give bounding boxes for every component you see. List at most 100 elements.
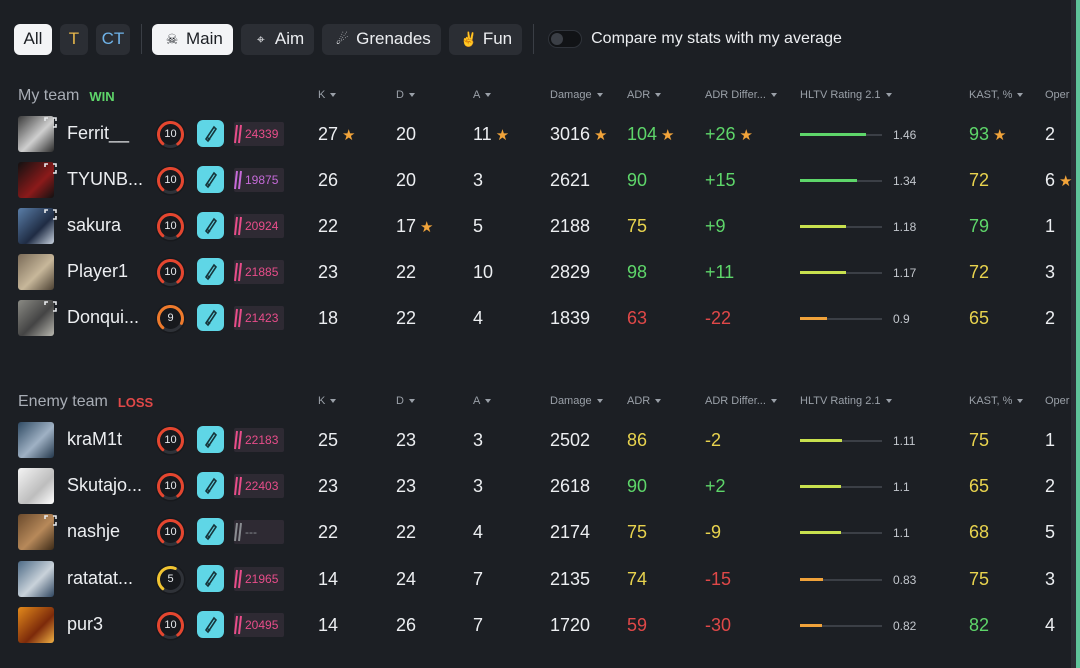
player-row[interactable]: nashje 10 --- 22 22 4 2174 75 -9 68 5 1.1 xyxy=(0,510,1070,556)
player-row[interactable]: Donqui... 9 21423 18 22 4 1839 63 -22 65 2 0.9 xyxy=(0,296,1070,342)
kast-value: 72 xyxy=(969,262,990,282)
opening-kills-value: 2 xyxy=(1045,476,1056,496)
tab-aim-label: Aim xyxy=(274,29,305,48)
adr-diff-value: +15 xyxy=(705,170,736,190)
hltv-rating-value: 1.46 xyxy=(893,128,917,142)
deaths-value: 22 xyxy=(396,522,417,542)
opening-kills-value: 1 xyxy=(1045,430,1056,450)
scrollbar-track[interactable] xyxy=(1071,0,1080,668)
player-row[interactable]: pur3 10 20495 14 26 7 1720 59 -30 82 4 0.82 xyxy=(0,603,1070,649)
elo-badge: 20495 xyxy=(234,613,284,637)
side-filter-t[interactable]: T xyxy=(60,23,88,55)
sort-caret-icon[interactable] xyxy=(655,93,662,97)
tab-grenades[interactable]: ☄ Grenades xyxy=(322,23,441,55)
sort-caret-icon[interactable] xyxy=(1017,399,1024,403)
kast-value: 72 xyxy=(969,170,990,190)
col-adr-header[interactable]: ADR xyxy=(627,89,662,101)
elo-value: 20924 xyxy=(245,219,279,233)
tab-aim[interactable]: ⌖ Aim xyxy=(240,23,315,55)
player-avatar[interactable] xyxy=(18,422,54,458)
kast-value-cell: 93 ★ xyxy=(969,124,1006,145)
player-row[interactable]: kraM1t 10 22183 25 23 3 2502 86 -2 75 1 1.11 xyxy=(0,418,1070,464)
damage-value-cell: 2188 xyxy=(550,216,590,237)
player-name[interactable]: nashje xyxy=(67,521,121,541)
col-adr-diff-header[interactable]: ADR Differ... xyxy=(705,395,777,407)
sort-caret-icon[interactable] xyxy=(885,93,892,97)
player-avatar[interactable] xyxy=(18,561,54,597)
player-row[interactable]: ratatat... 5 21965 14 24 7 2135 74 -15 75 3 0.83 xyxy=(0,557,1070,603)
best-star-icon: ★ xyxy=(1059,173,1073,190)
player-avatar[interactable] xyxy=(18,254,54,290)
sort-caret-icon[interactable] xyxy=(1017,93,1024,97)
tab-main[interactable]: ☠ Main xyxy=(152,23,233,55)
scrollbar-thumb[interactable] xyxy=(1076,0,1080,668)
player-name[interactable]: Player1 xyxy=(67,261,129,281)
sort-caret-icon[interactable] xyxy=(485,93,492,97)
damage-value: 2188 xyxy=(550,216,591,236)
player-name[interactable]: TYUNB... xyxy=(67,169,144,189)
side-filter-ct[interactable]: CT xyxy=(96,23,130,55)
compare-toggle-row[interactable]: Compare my stats with my average xyxy=(548,30,842,48)
col-k-header[interactable]: K xyxy=(318,395,337,407)
col-a-header[interactable]: A xyxy=(473,395,492,407)
player-name[interactable]: Ferrit__ xyxy=(67,123,130,143)
col-hltv-header[interactable]: HLTV Rating 2.1 xyxy=(800,395,892,407)
player-row[interactable]: TYUNB... 10 19875 26 20 3 2621 90 +15 72 6 ★ 1.34 xyxy=(0,158,1073,204)
compare-toggle[interactable] xyxy=(548,30,583,48)
col-kast-header[interactable]: KAST, % xyxy=(969,395,1024,407)
player-name[interactable]: kraM1t xyxy=(67,429,123,449)
player-row[interactable]: Player1 10 21885 23 22 10 2829 98 +11 72 3 1.17 xyxy=(0,250,1070,296)
col-hltv-header[interactable]: HLTV Rating 2.1 xyxy=(800,89,892,101)
sort-caret-icon[interactable] xyxy=(596,93,603,97)
col-opening-header[interactable]: Oper xyxy=(1045,89,1069,101)
hltv-bar-fill xyxy=(800,317,828,320)
sort-caret-icon[interactable] xyxy=(770,399,777,403)
side-filter-all[interactable]: All xyxy=(14,23,52,55)
player-avatar[interactable] xyxy=(18,514,54,550)
col-damage-header[interactable]: Damage xyxy=(550,89,603,101)
player-name[interactable]: Donqui... xyxy=(67,307,140,327)
player-name[interactable]: pur3 xyxy=(67,614,104,634)
sort-caret-icon[interactable] xyxy=(408,93,415,97)
sort-caret-icon[interactable] xyxy=(596,399,603,403)
player-avatar[interactable] xyxy=(18,162,54,198)
sort-caret-icon[interactable] xyxy=(770,93,777,97)
player-row[interactable]: Ferrit__ 10 24339 27 ★ 20 11 ★ 3016 ★ 104 ★ +26 ★ 93 ★ 2… xyxy=(0,112,1070,158)
sort-caret-icon[interactable] xyxy=(485,399,492,403)
elo-badge: 22403 xyxy=(234,474,284,498)
fun-icon: ✌ xyxy=(460,30,478,47)
hltv-rating-value: 0.83 xyxy=(893,573,917,587)
assists-value-cell: 3 xyxy=(473,476,483,497)
player-avatar[interactable] xyxy=(18,468,54,504)
player-avatar[interactable] xyxy=(18,116,54,152)
player-row[interactable]: Skutajo... 10 22403 23 23 3 2618 90 +2 65 2 1.1 xyxy=(0,464,1070,510)
sort-caret-icon[interactable] xyxy=(408,399,415,403)
player-name[interactable]: Skutajo... xyxy=(67,475,143,495)
sort-caret-icon[interactable] xyxy=(330,399,337,403)
crosshair-icon: ⌖ xyxy=(256,30,265,47)
col-k-header[interactable]: K xyxy=(318,89,337,101)
col-adr-diff-header[interactable]: ADR Differ... xyxy=(705,89,777,101)
sort-caret-icon[interactable] xyxy=(655,399,662,403)
compare-toggle-label: Compare my stats with my average xyxy=(591,30,842,47)
player-name[interactable]: sakura xyxy=(67,215,122,235)
col-damage-header[interactable]: Damage xyxy=(550,395,603,407)
kills-value: 23 xyxy=(318,262,339,282)
col-d-header[interactable]: D xyxy=(396,395,415,407)
col-opening-header[interactable]: Oper xyxy=(1045,395,1069,407)
col-kast-header[interactable]: KAST, % xyxy=(969,89,1024,101)
player-name[interactable]: ratatat... xyxy=(67,568,134,588)
damage-value-cell: 1720 xyxy=(550,615,590,636)
col-a-header[interactable]: A xyxy=(473,89,492,101)
player-avatar[interactable] xyxy=(18,208,54,244)
player-row[interactable]: sakura 10 20924 22 17 ★ 5 2188 75 +9 79 1 1.18 xyxy=(0,204,1070,250)
tab-fun[interactable]: ✌ Fun xyxy=(448,23,523,55)
col-d-header[interactable]: D xyxy=(396,89,415,101)
deaths-value-cell: 22 xyxy=(396,522,416,543)
sort-caret-icon[interactable] xyxy=(330,93,337,97)
player-avatar[interactable] xyxy=(18,300,54,336)
sort-caret-icon[interactable] xyxy=(885,399,892,403)
player-avatar[interactable] xyxy=(18,607,54,643)
col-adr-header[interactable]: ADR xyxy=(627,395,662,407)
skill-level-number: 10 xyxy=(164,480,177,492)
